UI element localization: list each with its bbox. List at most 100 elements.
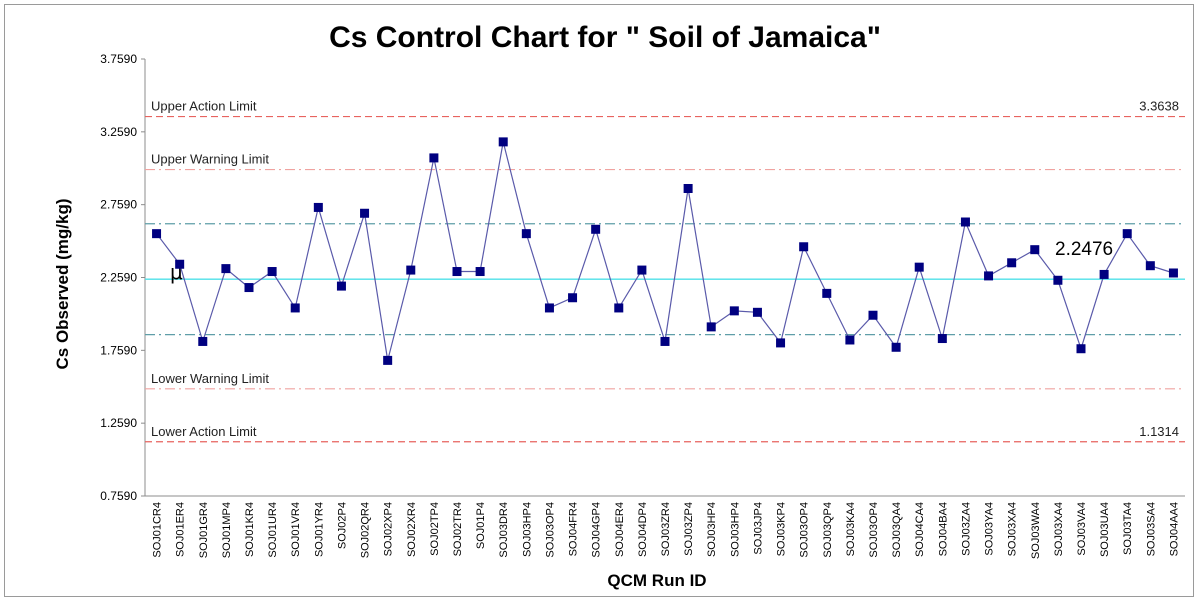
data-point	[244, 283, 254, 293]
data-point	[383, 355, 393, 365]
x-tick-label: SOJ03TA4	[1122, 502, 1134, 555]
limit-label: Lower Warning Limit	[151, 371, 269, 386]
x-tick-label: SOJ03YA4	[984, 502, 996, 556]
x-tick-label: SOJ03HP4	[521, 502, 533, 557]
y-tick-label: 3.7590	[100, 52, 137, 66]
data-point	[1076, 344, 1086, 354]
control-chart: Cs Control Chart for " Soil of Jamaica" …	[53, 21, 1185, 590]
x-axis-title: QCM Run ID	[607, 571, 706, 590]
x-tick-label: SOJ04DP4	[637, 502, 649, 557]
reference-lines: Upper Action Limit 3.3638 Upper Warning Li…	[145, 99, 1185, 443]
data-point	[475, 267, 485, 277]
data-point	[984, 271, 994, 281]
chart-frame: Cs Control Chart for " Soil of Jamaica" …	[4, 4, 1194, 597]
x-tick-label: SOJ03OP4	[799, 502, 811, 558]
data-point	[845, 335, 855, 345]
x-tick-label: SOJ03WA4	[1030, 502, 1042, 559]
data-point	[221, 264, 231, 274]
x-tick-label: SOJ01KR4	[244, 502, 256, 557]
data-point	[1053, 275, 1063, 285]
data-point	[313, 202, 323, 212]
data-point	[1030, 245, 1040, 255]
data-point	[706, 322, 716, 332]
data-point	[799, 242, 809, 252]
x-tick-label: SOJ02XR4	[406, 502, 418, 557]
data-point	[960, 217, 970, 227]
data-point	[498, 137, 508, 147]
y-tick-label: 1.2590	[100, 416, 137, 430]
x-tick-label: SOJ02QR4	[360, 502, 372, 558]
x-tick-labels: SOJ01CR4 SOJ01ER4 SOJ01GR4 SOJ01MP4 SOJ01KR4…	[152, 502, 1181, 559]
data-point	[267, 267, 277, 277]
data-point	[152, 229, 162, 239]
y-tick-label: 1.7590	[100, 343, 137, 357]
data-point	[452, 267, 462, 277]
limit-value-label: 1.1314	[1139, 424, 1179, 439]
data-point	[336, 281, 346, 291]
data-point	[175, 259, 185, 269]
data-point	[776, 338, 786, 348]
x-tick-label: SOJ01YR4	[313, 502, 325, 557]
x-tick-label: SOJ03OP4	[868, 502, 880, 558]
data-point	[568, 293, 578, 303]
data-point	[868, 310, 878, 320]
data-point	[521, 229, 531, 239]
x-tick-label: SOJ02P4	[336, 502, 348, 549]
x-tick-label: SOJ04BA4	[937, 502, 949, 556]
y-tick-label: 2.7590	[100, 198, 137, 212]
x-tick-label: SOJ01UR4	[267, 502, 279, 558]
x-tick-label: SOJ04FR4	[568, 502, 580, 556]
x-tick-label: SOJ03XA4	[1007, 502, 1019, 556]
x-tick-label: SOJ03QA4	[891, 502, 903, 558]
data-point	[614, 303, 624, 313]
y-tick-label: 2.2590	[100, 271, 137, 285]
x-tick-label: SOJ03UA4	[1099, 502, 1111, 557]
x-tick-label: SOJ02TR4	[452, 502, 464, 556]
chart-title: Cs Control Chart for " Soil of Jamaica"	[329, 21, 881, 54]
data-point	[1007, 258, 1017, 268]
x-tick-label: SOJ01MP4	[221, 502, 233, 558]
x-tick-label: SOJ03VA4	[1076, 502, 1088, 556]
x-tick-label: SOJ01CR4	[152, 502, 164, 558]
x-tick-label: SOJ03KA4	[845, 502, 857, 556]
x-tick-label: SOJ03ZP4	[683, 502, 695, 556]
x-tick-label: SOJ03OP4	[544, 502, 556, 558]
x-tick-label: SOJ01P4	[475, 502, 487, 549]
data-point	[891, 342, 901, 352]
x-tick-label: SOJ04AA4	[1168, 502, 1180, 556]
data-point	[1122, 229, 1132, 239]
data-point	[914, 262, 924, 272]
data-point	[937, 334, 947, 344]
data-point	[660, 336, 670, 346]
x-tick-label: SOJ03HP4	[729, 502, 741, 557]
data-point	[429, 153, 439, 163]
x-tick-label: SOJ03DR4	[498, 502, 510, 558]
y-tick-label: 0.7590	[100, 489, 137, 503]
data-point	[1099, 269, 1109, 279]
mean-value-label: 2.2476	[1055, 239, 1113, 260]
x-tick-label: SOJ04GP4	[591, 502, 603, 558]
limit-value-label: 3.3638	[1139, 99, 1179, 114]
x-tick-label: SOJ03KP4	[776, 502, 788, 556]
x-tick-label: SOJ03QP4	[822, 502, 834, 558]
x-tick-label: SOJ01VR4	[290, 502, 302, 557]
x-tick-label: SOJ03ZA4	[960, 502, 972, 556]
data-point	[360, 208, 370, 218]
limit-label: Lower Action Limit	[151, 424, 257, 439]
limit-label: Upper Action Limit	[151, 99, 257, 114]
x-tick-label: SOJ03ZR4	[660, 502, 672, 556]
data-series	[152, 137, 1178, 365]
data-point	[637, 265, 647, 275]
series-line	[156, 141, 1174, 361]
data-point	[752, 307, 762, 317]
limit-label: Upper Warning Limit	[151, 152, 269, 167]
data-point	[290, 303, 300, 313]
data-point	[544, 303, 554, 313]
x-tick-label: SOJ03SA4	[1145, 502, 1157, 556]
x-tick-label: SOJ01ER4	[175, 502, 187, 557]
data-point	[406, 265, 416, 275]
x-tick-label: SOJ01GR4	[198, 502, 210, 558]
data-point	[683, 183, 693, 193]
x-tick-label: SOJ04ER4	[614, 502, 626, 557]
x-tick-label: SOJ02TP4	[429, 502, 441, 556]
